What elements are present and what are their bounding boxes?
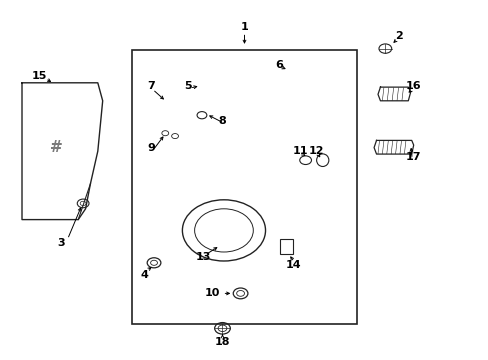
Text: 11: 11 bbox=[292, 146, 308, 156]
Text: 6: 6 bbox=[274, 60, 282, 70]
Text: 8: 8 bbox=[218, 116, 226, 126]
Text: 1: 1 bbox=[240, 22, 248, 32]
Text: 18: 18 bbox=[214, 337, 230, 347]
Text: 17: 17 bbox=[405, 152, 420, 162]
Text: 7: 7 bbox=[147, 81, 155, 91]
Text: 15: 15 bbox=[31, 71, 47, 81]
Text: 13: 13 bbox=[195, 252, 210, 262]
Text: 12: 12 bbox=[308, 146, 324, 156]
Text: 16: 16 bbox=[405, 81, 420, 91]
Bar bbox=[132, 50, 356, 324]
Text: 10: 10 bbox=[204, 288, 220, 298]
Text: 3: 3 bbox=[57, 238, 65, 248]
Text: 14: 14 bbox=[285, 260, 301, 270]
Text: 5: 5 bbox=[184, 81, 192, 91]
Text: #: # bbox=[50, 140, 62, 155]
Text: 9: 9 bbox=[147, 143, 155, 153]
Text: 4: 4 bbox=[140, 270, 148, 280]
Bar bbox=[279, 239, 293, 254]
Text: 2: 2 bbox=[394, 31, 402, 41]
